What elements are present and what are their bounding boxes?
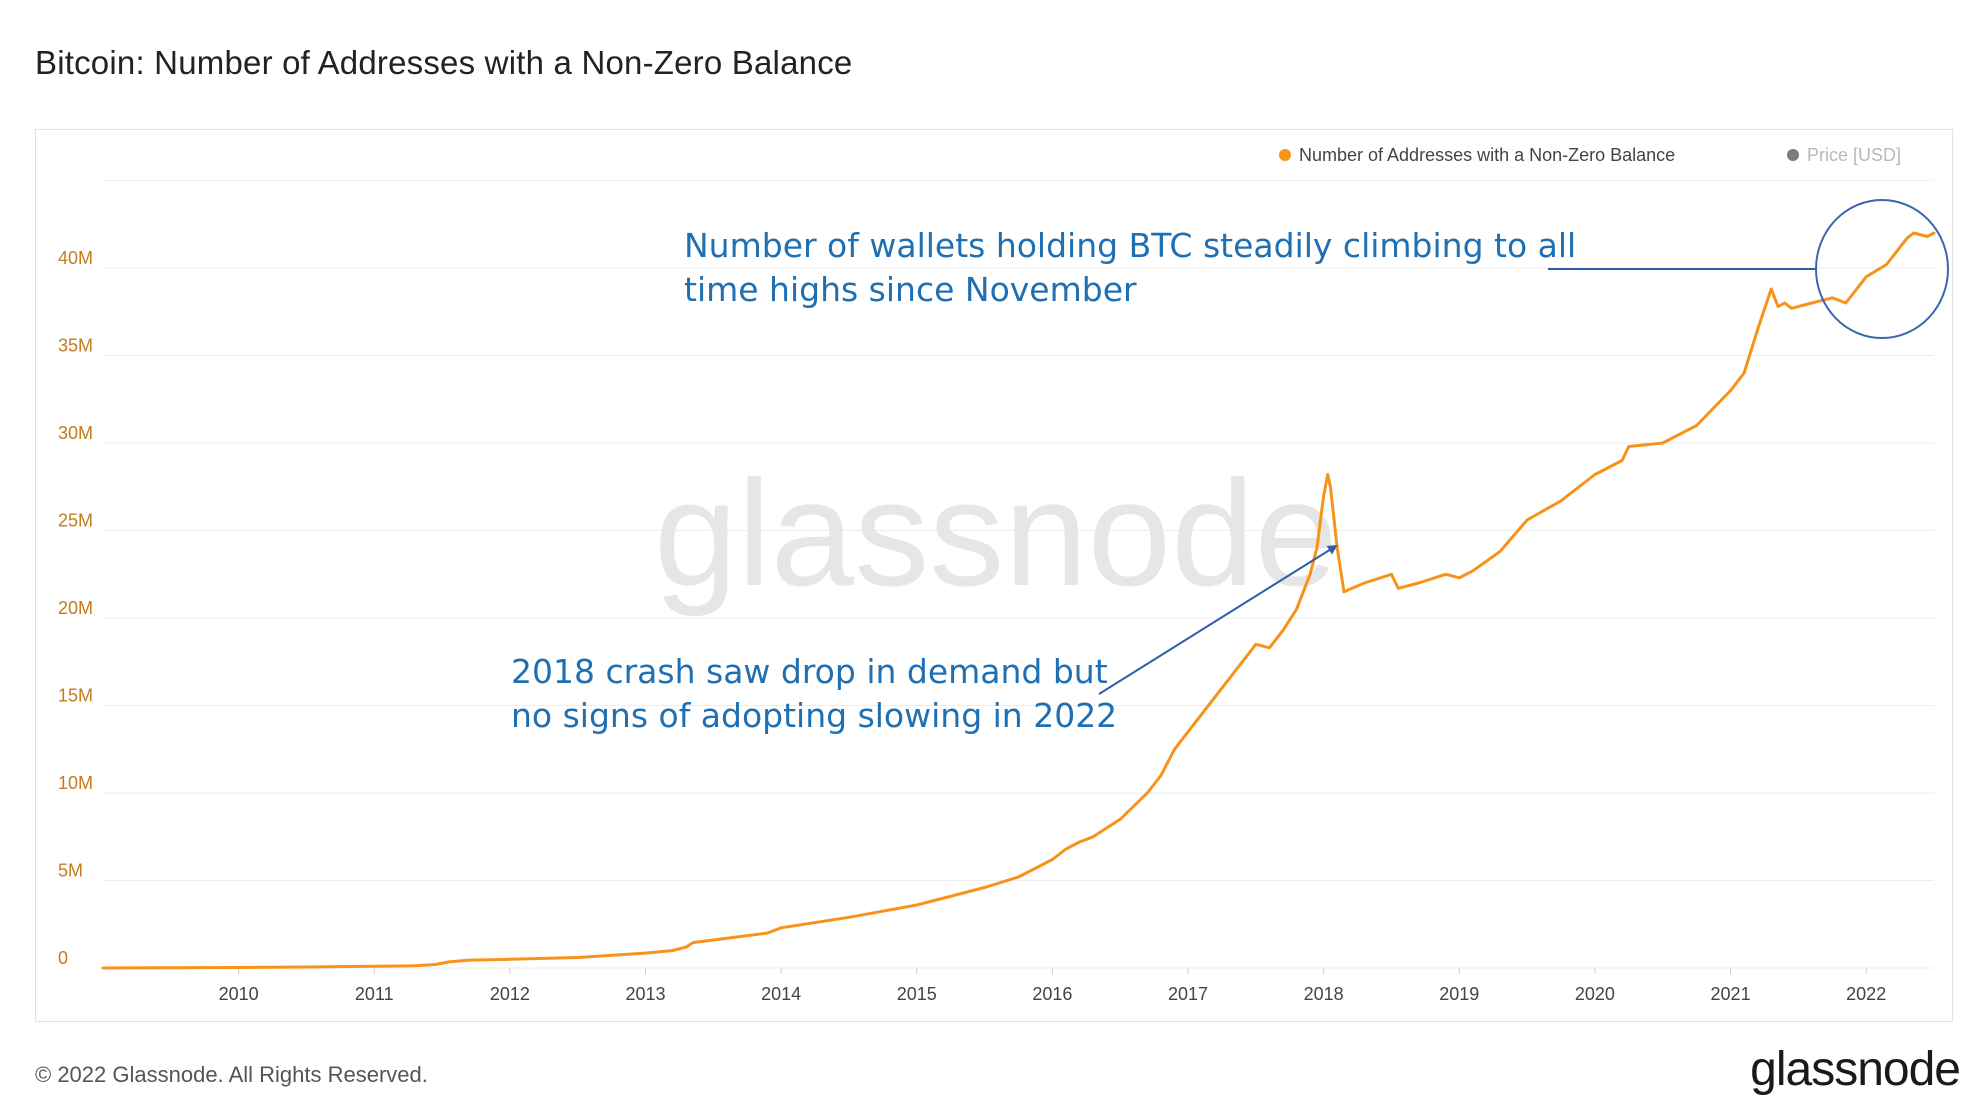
- x-tick-label: 2018: [1304, 984, 1344, 1004]
- annotation-ath-text: time highs since November: [684, 270, 1137, 309]
- y-tick-label: 20M: [58, 598, 93, 618]
- y-tick-label: 5M: [58, 861, 83, 881]
- x-tick-label: 2010: [219, 984, 259, 1004]
- legend-dot-icon: [1787, 149, 1799, 161]
- y-tick-label: 15M: [58, 686, 93, 706]
- x-tick-label: 2020: [1575, 984, 1615, 1004]
- y-axis: 0 5M 10M 15M 20M 25M 30M 35M 40M: [58, 248, 93, 968]
- x-tick-label: 2017: [1168, 984, 1208, 1004]
- chart-title: Bitcoin: Number of Addresses with a Non-…: [35, 44, 853, 81]
- annotations: Number of wallets holding BTC steadily c…: [511, 199, 1949, 735]
- x-tick-label: 2016: [1032, 984, 1072, 1004]
- x-tick-label: 2015: [897, 984, 937, 1004]
- y-tick-label: 30M: [58, 423, 93, 443]
- x-tick-label: 2014: [761, 984, 801, 1004]
- y-tick-label: 35M: [58, 336, 93, 356]
- highlight-circle: [1815, 199, 1949, 339]
- legend-dot-icon: [1279, 149, 1291, 161]
- legend-item-price[interactable]: Price [USD]: [1787, 145, 1901, 165]
- x-tick-label: 2019: [1439, 984, 1479, 1004]
- x-tick-label: 2022: [1846, 984, 1886, 1004]
- y-tick-label: 0: [58, 948, 68, 968]
- legend-item-addresses[interactable]: Number of Addresses with a Non-Zero Bala…: [1279, 145, 1675, 165]
- annotation-crash-text: no signs of adopting slowing in 2022: [511, 696, 1117, 735]
- chart-frame: glassnode 0 5M 10M 15M 20M 25M 30M 35M 40M 2010 2…: [35, 129, 1953, 1022]
- annotation-ath-text: Number of wallets holding BTC steadily c…: [684, 226, 1576, 265]
- legend-label: Number of Addresses with a Non-Zero Bala…: [1299, 145, 1675, 165]
- x-tick-label: 2013: [625, 984, 665, 1004]
- annotation-arrow: [1098, 544, 1338, 695]
- legend[interactable]: Number of Addresses with a Non-Zero Bala…: [1279, 145, 1901, 165]
- x-tick-label: 2011: [355, 984, 394, 1004]
- watermark: glassnode: [654, 449, 1338, 617]
- copyright-text: © 2022 Glassnode. All Rights Reserved.: [35, 1062, 428, 1087]
- glassnode-logo: glassnode: [1750, 1043, 1961, 1096]
- y-tick-label: 25M: [58, 511, 93, 531]
- annotation-crash-text: 2018 crash saw drop in demand but: [511, 652, 1108, 691]
- x-tick-label: 2012: [490, 984, 530, 1004]
- legend-label: Price [USD]: [1807, 145, 1901, 165]
- y-tick-label: 10M: [58, 773, 93, 793]
- x-axis: 2010 2011 2012 2013 2014 2015 2016 2017 2018 2019…: [219, 968, 1886, 1004]
- x-tick-label: 2021: [1711, 984, 1751, 1004]
- y-tick-label: 40M: [58, 248, 93, 268]
